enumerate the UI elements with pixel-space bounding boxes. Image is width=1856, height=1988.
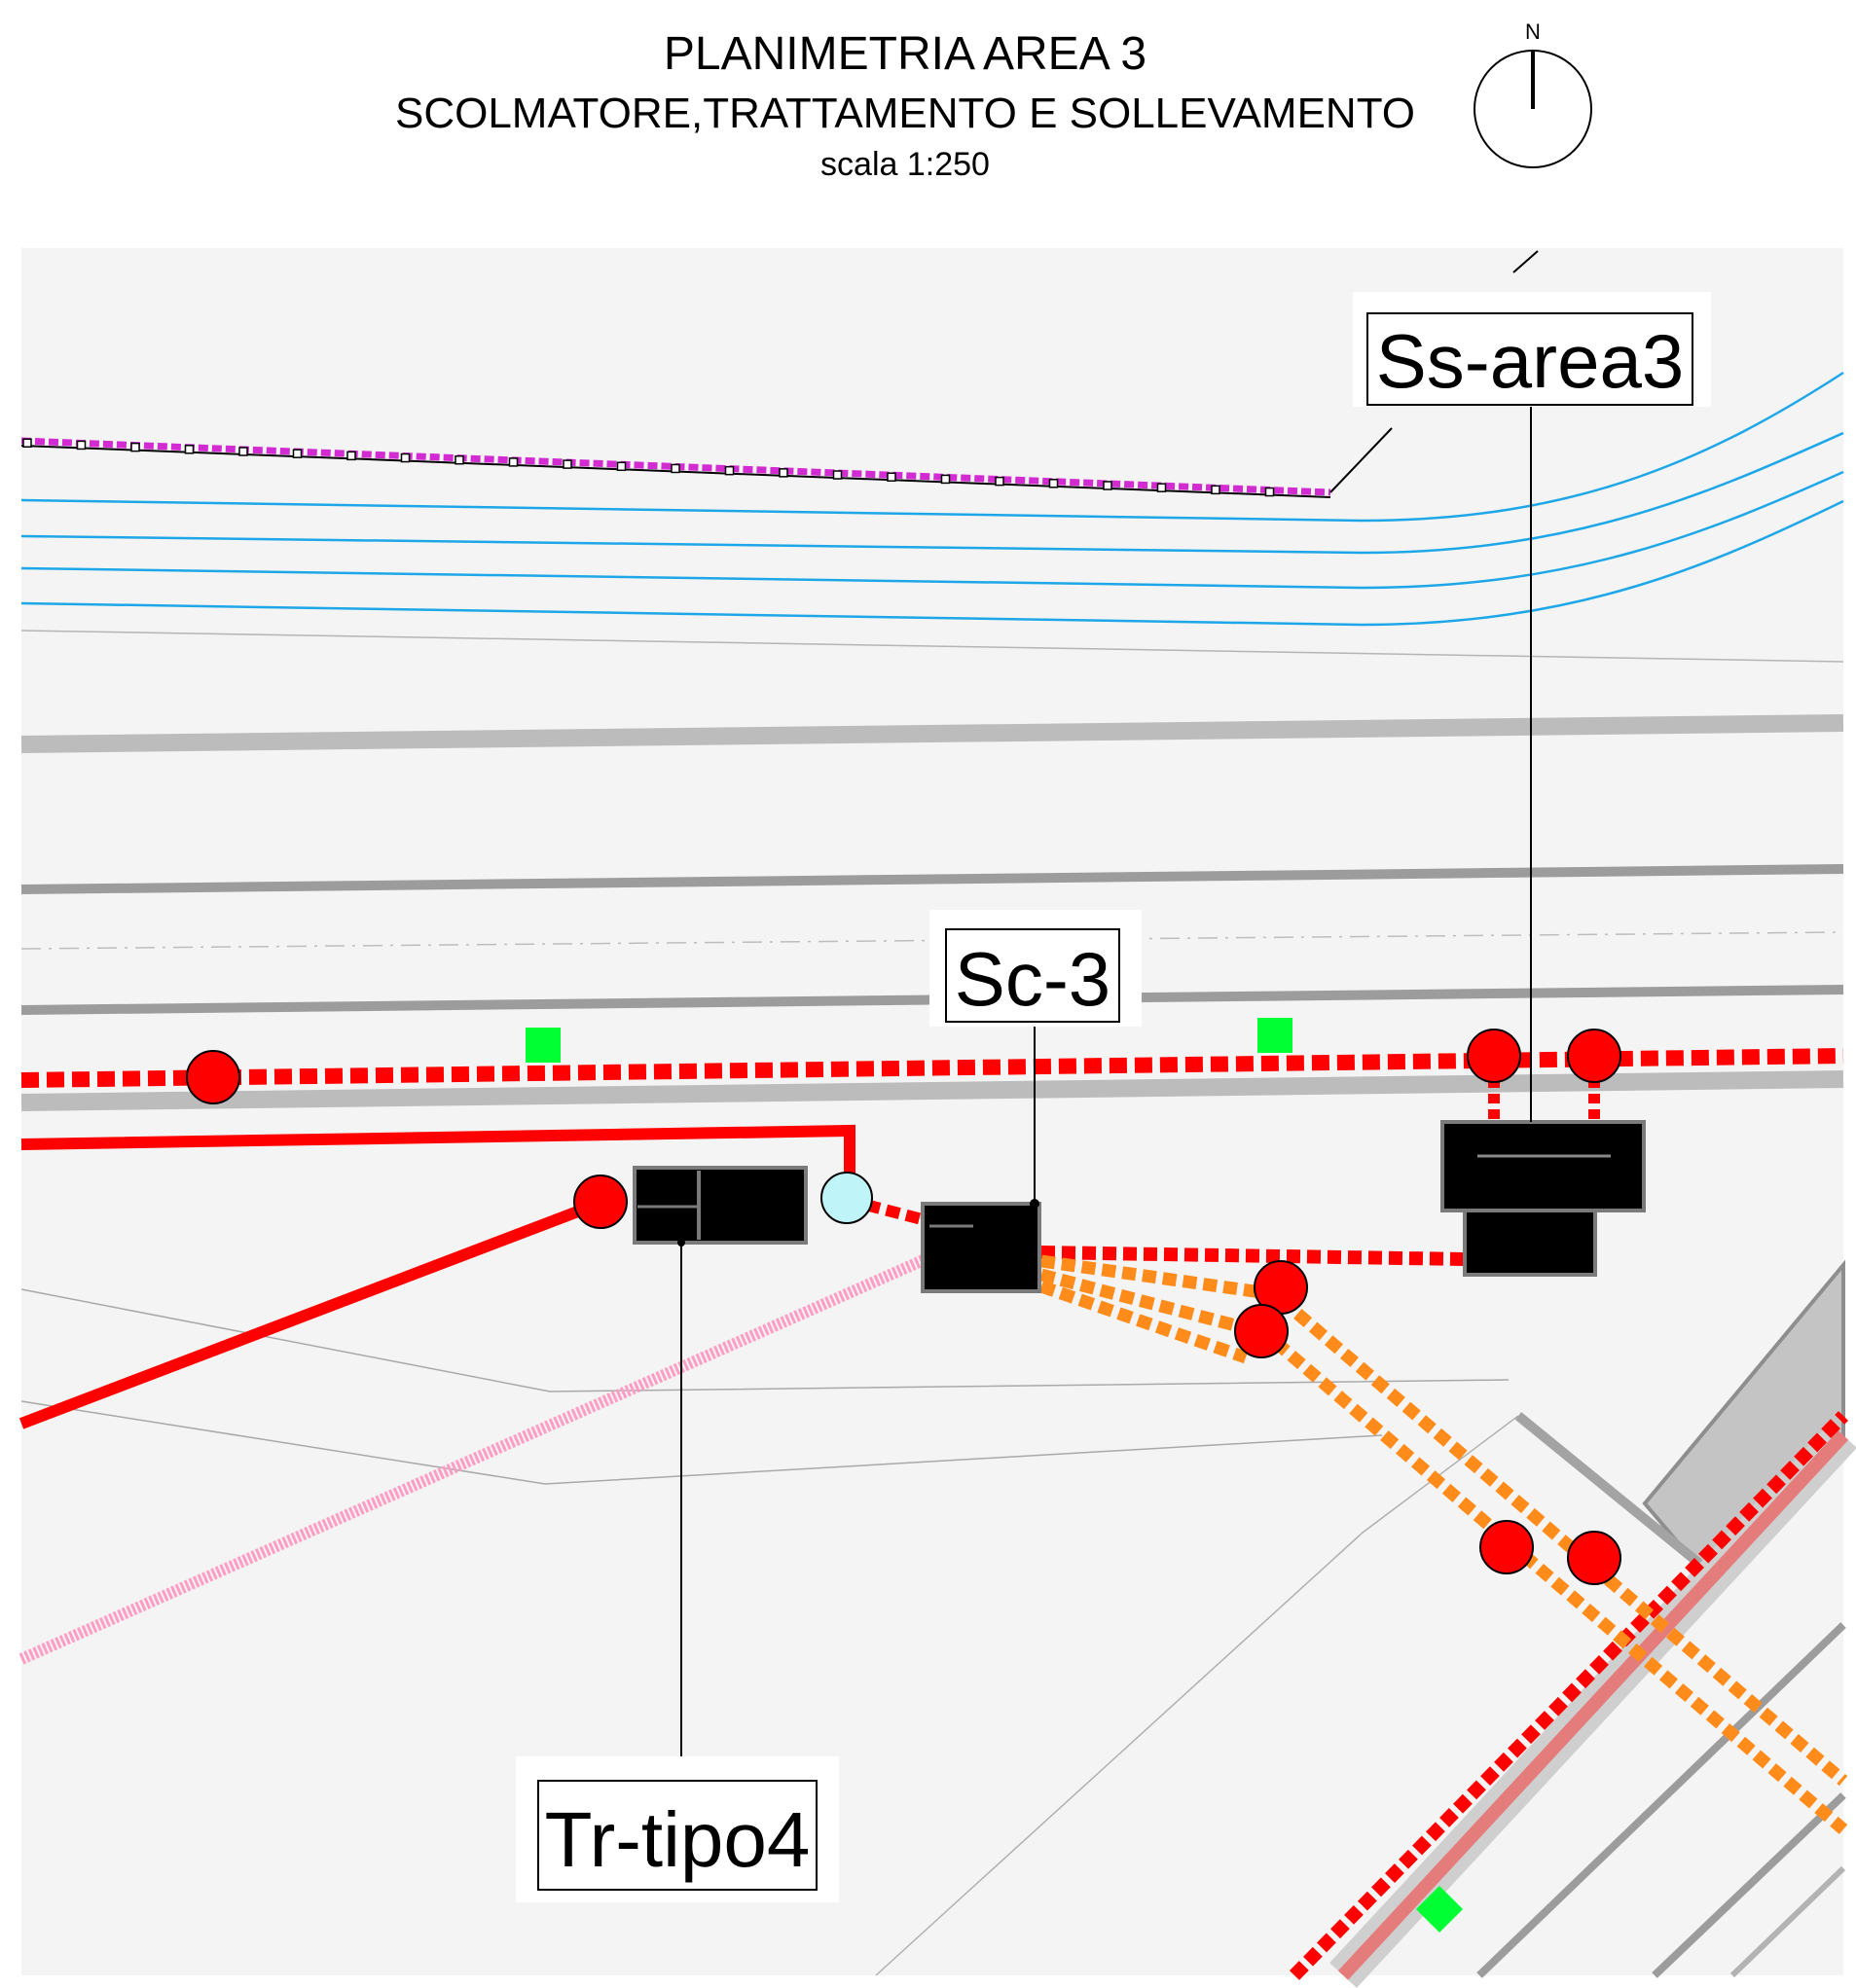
pipe-pink [18,1249,937,1665]
fence-post [292,449,303,458]
pumping-station [1440,1120,1646,1277]
pipe-diagonal-solid [18,1196,606,1429]
fence-post [76,440,87,451]
pipe-rail-dashed [1290,1411,1848,1980]
manhole-light-blue [820,1172,873,1224]
fence-post [1156,483,1167,492]
fence-post [130,442,140,452]
survey-line-2 [20,1400,1383,1485]
grate-1 [526,1028,561,1063]
overflow-chamber [921,1202,1041,1293]
leader-tr-tipo4-dot [677,1239,685,1247]
drawing-subtitle: SCOLMATORE,TRATTAMENTO E SOLLEVAMENTO [394,90,1416,137]
fence-post [400,452,411,463]
grate-2 [1257,1018,1292,1053]
drawing-title: PLANIMETRIA AREA 3 [663,28,1147,80]
rail-track-2 [1652,1792,1846,1978]
survey-line-1 [20,1288,1510,1392]
survey-line-3 [875,1415,1519,1976]
manhole [1479,1520,1534,1574]
label-ss-area3: Ss-area3 [1353,292,1711,407]
treatment-unit [633,1166,808,1245]
manholes [186,1029,1621,1585]
pipe-link-2 [1040,1246,1466,1266]
rail-track-3 [1729,1865,1846,1978]
road-edge-2 [20,864,1844,894]
fence-post [563,459,572,469]
water-lines [20,371,1844,627]
north-letter: N [1525,19,1541,44]
fence-post [1211,485,1220,495]
manhole [573,1175,628,1229]
fence-post [779,468,788,478]
manhole [1567,1029,1621,1083]
label-tr-tipo4: Tr-tipo4 [516,1756,839,1902]
manhole [186,1050,240,1104]
leader-sc-3-dot [1030,1199,1039,1209]
label-sc-3: Sc-3 [929,910,1142,1027]
boundary-line [20,630,1844,663]
fence-post [184,445,195,454]
rail-line [1337,1430,1849,1980]
pipe-feed-solid [20,1124,855,1187]
fence-post [1103,481,1112,490]
fence-corner [1329,427,1393,493]
pipe-link-1 [845,1194,931,1227]
fence-post [346,451,356,461]
fence-post [1264,487,1275,497]
label-ss-area3-text: Ss-area3 [1376,318,1685,404]
label-tr-tipo4-text: Tr-tipo4 [545,1796,811,1883]
fence-post [1048,479,1059,488]
north-arrow-icon: N [1474,19,1592,168]
fence-posts [22,438,1275,497]
fence-end [1512,250,1539,273]
fence-post [671,463,680,474]
manhole [1567,1531,1621,1585]
fence-post [508,457,519,467]
drawing-scale: scala 1:250 [820,146,990,183]
fence-post [22,438,32,448]
fence-post [887,472,896,482]
fence-post [832,470,843,480]
pipe-main-dashed [20,1048,1844,1088]
fence-post [616,461,627,472]
fence-post [995,476,1004,487]
label-sc-3-text: Sc-3 [955,936,1110,1022]
rail-track-1 [1476,1622,1846,1978]
road-edge-1 [20,714,1844,753]
embankment-edge [1514,1412,1707,1571]
fence-post [238,447,248,456]
fence-post [940,474,951,485]
road-edge-4 [20,1070,1844,1111]
manhole [1467,1029,1521,1083]
fence-post [724,465,735,476]
fence-post [455,454,464,465]
manhole [1234,1304,1289,1358]
